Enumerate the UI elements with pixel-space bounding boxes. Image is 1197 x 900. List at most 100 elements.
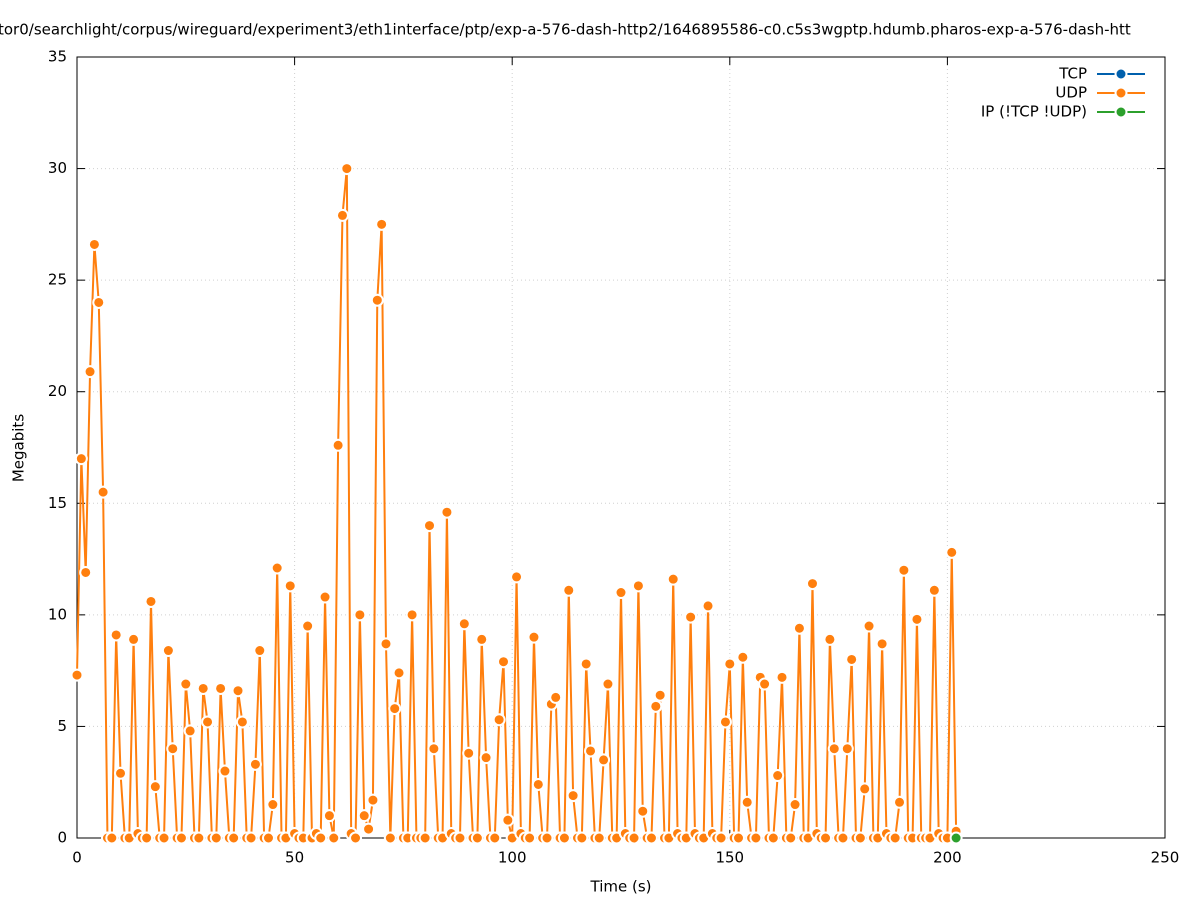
point bbox=[148, 780, 162, 794]
point bbox=[557, 831, 571, 845]
point bbox=[218, 764, 232, 778]
point bbox=[83, 365, 97, 379]
y-tick-label: 10 bbox=[48, 605, 67, 623]
point bbox=[805, 577, 819, 591]
point bbox=[501, 813, 515, 827]
point bbox=[453, 831, 467, 845]
point bbox=[322, 809, 336, 823]
y-tick-label: 5 bbox=[57, 717, 67, 735]
y-tick-label: 20 bbox=[48, 382, 67, 400]
point bbox=[353, 608, 367, 622]
series-line bbox=[76, 168, 958, 841]
legend-marker bbox=[1114, 86, 1128, 100]
point bbox=[758, 677, 772, 691]
point bbox=[470, 831, 484, 845]
point bbox=[423, 519, 437, 533]
point bbox=[214, 681, 228, 695]
point bbox=[375, 217, 389, 231]
x-tick-label: 50 bbox=[285, 849, 304, 867]
y-axis-label: Megabits bbox=[10, 414, 28, 482]
point bbox=[161, 644, 175, 658]
point bbox=[157, 831, 171, 845]
point bbox=[845, 652, 859, 666]
y-tick-label: 25 bbox=[48, 271, 67, 289]
point bbox=[540, 831, 554, 845]
y-tick-label: 30 bbox=[48, 159, 67, 177]
point bbox=[253, 644, 267, 658]
point bbox=[244, 831, 258, 845]
point bbox=[792, 621, 806, 635]
point bbox=[87, 237, 101, 251]
point bbox=[910, 612, 924, 626]
legend-label: TCP bbox=[1058, 65, 1087, 83]
point bbox=[331, 438, 345, 452]
point bbox=[510, 570, 524, 584]
point bbox=[235, 715, 249, 729]
point bbox=[775, 670, 789, 684]
point bbox=[335, 208, 349, 222]
point bbox=[379, 637, 393, 651]
point bbox=[653, 688, 667, 702]
point bbox=[840, 742, 854, 756]
point bbox=[597, 753, 611, 767]
point bbox=[549, 690, 563, 704]
point bbox=[888, 831, 902, 845]
point bbox=[201, 715, 215, 729]
legend-marker bbox=[1114, 105, 1128, 119]
point bbox=[771, 769, 785, 783]
point bbox=[283, 579, 297, 593]
point bbox=[405, 608, 419, 622]
point bbox=[644, 831, 658, 845]
point bbox=[427, 742, 441, 756]
point bbox=[853, 831, 867, 845]
point bbox=[527, 630, 541, 644]
legend-marker bbox=[1114, 67, 1128, 81]
point bbox=[575, 831, 589, 845]
point bbox=[836, 831, 850, 845]
point bbox=[579, 657, 593, 671]
point bbox=[109, 628, 123, 642]
point bbox=[349, 831, 363, 845]
x-tick-label: 250 bbox=[1151, 849, 1180, 867]
point bbox=[732, 831, 746, 845]
point bbox=[701, 599, 715, 613]
point bbox=[949, 831, 963, 845]
point bbox=[740, 795, 754, 809]
point bbox=[366, 793, 380, 807]
legend-label: UDP bbox=[1055, 84, 1087, 102]
point bbox=[70, 668, 84, 682]
point bbox=[788, 798, 802, 812]
point bbox=[666, 572, 680, 586]
point bbox=[927, 583, 941, 597]
point bbox=[340, 162, 354, 176]
point bbox=[636, 804, 650, 818]
chart-title: tor0/searchlight/corpus/wireguard/experi… bbox=[0, 21, 1131, 39]
point bbox=[718, 715, 732, 729]
point bbox=[562, 583, 576, 597]
point bbox=[174, 831, 188, 845]
x-axis-label: Time (s) bbox=[590, 878, 652, 896]
point bbox=[192, 831, 206, 845]
x-tick-label: 150 bbox=[715, 849, 744, 867]
point bbox=[301, 619, 315, 633]
point bbox=[723, 657, 737, 671]
point bbox=[631, 579, 645, 593]
point bbox=[357, 809, 371, 823]
legend-label: IP (!TCP !UDP) bbox=[981, 103, 1087, 121]
point bbox=[270, 561, 284, 575]
x-tick-label: 0 bbox=[72, 849, 82, 867]
point bbox=[614, 586, 628, 600]
point bbox=[827, 742, 841, 756]
point bbox=[566, 789, 580, 803]
point bbox=[479, 751, 493, 765]
point bbox=[893, 795, 907, 809]
point bbox=[314, 831, 328, 845]
point bbox=[823, 632, 837, 646]
point bbox=[736, 650, 750, 664]
point bbox=[492, 713, 506, 727]
point bbox=[166, 742, 180, 756]
point bbox=[584, 744, 598, 758]
x-tick-label: 100 bbox=[498, 849, 527, 867]
point bbox=[144, 594, 158, 608]
point bbox=[784, 831, 798, 845]
